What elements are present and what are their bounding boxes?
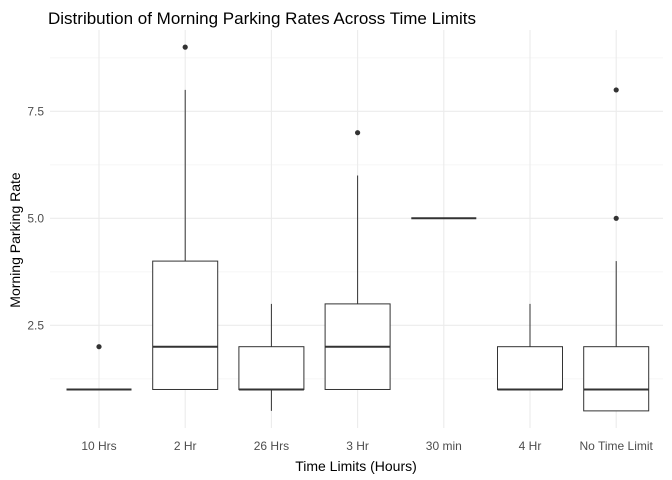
- y-tick-label: 7.5: [27, 104, 44, 118]
- outlier-point: [613, 215, 619, 221]
- x-tick-label: 30 min: [426, 439, 462, 453]
- x-tick-label: 10 Hrs: [81, 439, 116, 453]
- outlier-point: [182, 44, 188, 50]
- x-tick-label: No Time Limit: [580, 439, 654, 453]
- x-tick-label: 4 Hr: [519, 439, 542, 453]
- x-tick-label: 26 Hrs: [254, 439, 289, 453]
- y-tick-label: 5.0: [27, 211, 44, 225]
- boxplot-10-hrs: [66, 344, 132, 391]
- outlier-point: [96, 344, 102, 350]
- box-iqr: [583, 346, 650, 412]
- box-iqr: [152, 260, 219, 390]
- y-axis-title: Morning Parking Rate: [7, 172, 23, 308]
- x-tick-label: 3 Hr: [346, 439, 369, 453]
- boxplot-no-time-limit: [583, 87, 650, 412]
- x-axis-title: Time Limits (Hours): [295, 458, 417, 474]
- box-iqr: [238, 346, 305, 390]
- boxplot-3-hr: [324, 130, 391, 390]
- boxplot-2-hr: [152, 44, 219, 390]
- tick-labels: 2.5 5.0 7.5 10 Hrs 2 Hr 26 Hrs 3 Hr 30 min 4 Hr N…: [27, 104, 653, 453]
- box-layer: [66, 44, 650, 412]
- boxplot-26-hrs: [238, 303, 305, 411]
- boxplot-4-hr: [497, 303, 563, 391]
- outlier-point: [355, 130, 361, 136]
- y-tick-label: 2.5: [27, 318, 44, 332]
- x-tick-label: 2 Hr: [174, 439, 197, 453]
- box-iqr: [497, 346, 563, 390]
- chart-title: Distribution of Morning Parking Rates Ac…: [48, 9, 476, 28]
- outlier-point: [613, 87, 619, 93]
